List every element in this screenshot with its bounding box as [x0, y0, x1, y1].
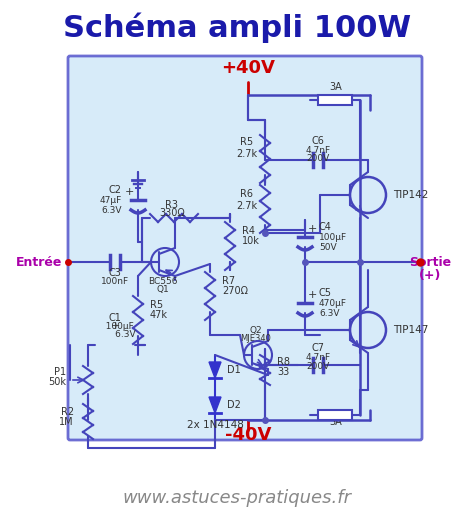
Text: TIP147: TIP147: [393, 325, 428, 335]
Text: 2x 1N4148: 2x 1N4148: [187, 420, 244, 430]
Text: www.astuces-pratiques.fr: www.astuces-pratiques.fr: [122, 489, 352, 507]
Bar: [318, 410, 352, 420]
Text: C6: C6: [311, 136, 324, 146]
Text: C1: C1: [109, 313, 121, 323]
Text: Sortie: Sortie: [409, 255, 451, 268]
Text: 6.3V: 6.3V: [95, 330, 135, 339]
Text: 100nF: 100nF: [101, 277, 129, 286]
Bar: [318, 95, 352, 105]
Text: 33: 33: [277, 367, 289, 377]
Text: C7: C7: [311, 343, 325, 353]
Text: C4: C4: [319, 222, 332, 232]
Text: 10k: 10k: [242, 236, 260, 246]
Text: TIP142: TIP142: [393, 190, 428, 200]
Text: R5: R5: [240, 137, 254, 147]
FancyBboxPatch shape: [68, 56, 422, 440]
Text: 330Ω: 330Ω: [159, 208, 185, 218]
Text: C3: C3: [109, 268, 121, 278]
Text: 3A: 3A: [329, 82, 342, 92]
Text: 50k: 50k: [48, 377, 66, 387]
Text: (+): (+): [419, 268, 441, 281]
Text: 200V: 200V: [306, 154, 329, 163]
Text: D1: D1: [227, 365, 241, 375]
Text: R8: R8: [277, 357, 290, 367]
Text: Q2: Q2: [250, 326, 262, 335]
Text: 100µF: 100µF: [97, 322, 133, 331]
Text: 3A: 3A: [329, 417, 342, 427]
Text: P1: P1: [54, 367, 66, 377]
Text: 1M: 1M: [59, 417, 74, 427]
Text: 4.7nF: 4.7nF: [305, 146, 330, 155]
Text: 50V: 50V: [319, 243, 337, 252]
Text: +: +: [308, 224, 318, 234]
Text: -40V: -40V: [225, 426, 271, 444]
Text: Q1: Q1: [156, 285, 169, 294]
Text: R4: R4: [242, 226, 255, 236]
Text: 100µF: 100µF: [319, 233, 347, 242]
Text: 2.7k: 2.7k: [237, 201, 257, 211]
Text: +40V: +40V: [221, 59, 275, 77]
Text: Entrée: Entrée: [16, 255, 62, 268]
Text: R6: R6: [240, 189, 254, 199]
Text: 47k: 47k: [150, 310, 168, 320]
Text: 200V: 200V: [306, 362, 329, 371]
Text: +: +: [110, 321, 120, 331]
Text: Schéma ampli 100W: Schéma ampli 100W: [63, 13, 411, 43]
Text: R7: R7: [222, 276, 235, 286]
Text: 6.3V: 6.3V: [319, 309, 339, 318]
Text: D2: D2: [227, 400, 241, 410]
Text: 47µF: 47µF: [100, 196, 122, 205]
Polygon shape: [209, 362, 221, 378]
Polygon shape: [209, 397, 221, 413]
Text: 270Ω: 270Ω: [222, 286, 248, 296]
Text: +: +: [308, 290, 318, 300]
Text: 4.7nF: 4.7nF: [305, 353, 330, 362]
Text: BC556: BC556: [148, 277, 178, 286]
Text: +: +: [125, 187, 134, 197]
Text: R2: R2: [61, 407, 74, 417]
Text: R5: R5: [150, 300, 163, 310]
Text: 6.3V: 6.3V: [101, 206, 122, 215]
Text: MJE340: MJE340: [241, 334, 272, 343]
Text: C2: C2: [109, 185, 122, 195]
Text: 2.7k: 2.7k: [237, 149, 257, 159]
Text: C5: C5: [319, 288, 332, 298]
Text: R3: R3: [165, 200, 179, 210]
Text: 470µF: 470µF: [319, 299, 347, 308]
